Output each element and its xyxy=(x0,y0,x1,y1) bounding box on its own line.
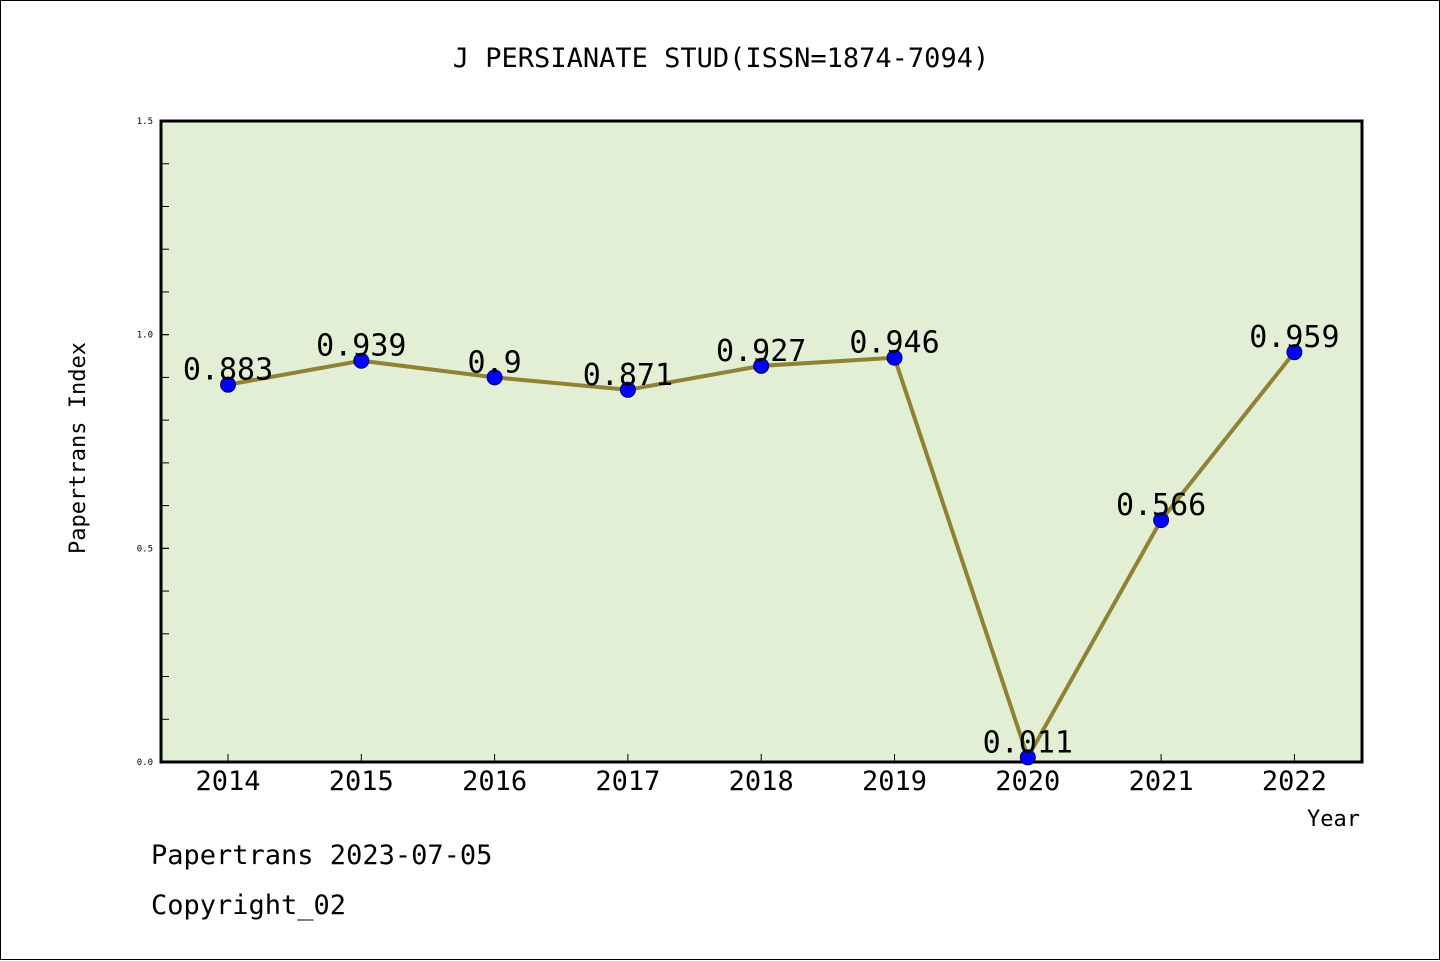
data-point xyxy=(886,349,903,366)
data-label: 0.946 xyxy=(849,326,939,361)
x-tick-label: 2022 xyxy=(1262,766,1327,797)
data-point xyxy=(1286,344,1303,361)
y-tick-label: 0.5 xyxy=(137,544,153,554)
data-point xyxy=(353,352,370,369)
x-tick-label: 2014 xyxy=(195,766,260,797)
chart-title: J PERSIANATE STUD(ISSN=1874-7094) xyxy=(453,43,989,74)
data-label: 0.566 xyxy=(1116,488,1206,523)
x-tick-label: 2017 xyxy=(595,766,660,797)
data-point xyxy=(1153,512,1170,529)
y-axis-ticks: 0.0 0.5 1.0 1.5 xyxy=(137,117,169,768)
data-label: 0.883 xyxy=(183,353,273,388)
data-point xyxy=(619,381,636,398)
data-label: 0.927 xyxy=(716,334,806,369)
x-tick-label: 2018 xyxy=(729,766,794,797)
plot-area xyxy=(159,119,1364,764)
x-tick-label: 2020 xyxy=(995,766,1060,797)
x-tick-label: 2016 xyxy=(462,766,527,797)
footer-copyright: Copyright_02 xyxy=(151,890,346,921)
y-tick-label: 1.0 xyxy=(137,331,153,341)
data-label: 0.9 xyxy=(468,345,522,380)
data-label: 0.871 xyxy=(583,358,673,393)
x-axis-label: Year xyxy=(1307,807,1360,832)
footer-date: Papertrans 2023-07-05 xyxy=(151,840,492,871)
data-label: 0.011 xyxy=(983,725,1073,760)
y-tick-label: 0.0 xyxy=(137,758,153,768)
x-axis-ticks: 2014 2015 2016 2017 2018 2019 2020 2021 2022 xyxy=(195,754,1327,797)
y-axis-label: Papertrans Index xyxy=(66,342,91,554)
data-point xyxy=(486,369,503,386)
data-point xyxy=(1019,749,1036,766)
x-tick-label: 2015 xyxy=(329,766,394,797)
series-layer xyxy=(220,344,1303,766)
y-tick-label: 1.5 xyxy=(137,117,153,127)
data-point xyxy=(220,376,236,393)
data-labels-layer: 0.883 0.939 0.9 0.871 0.927 0.946 0.011 0.566 0.… xyxy=(183,320,1340,760)
data-label: 0.959 xyxy=(1249,320,1339,355)
x-tick-label: 2019 xyxy=(862,766,927,797)
data-point xyxy=(753,357,770,374)
x-tick-label: 2021 xyxy=(1129,766,1194,797)
data-label: 0.939 xyxy=(316,329,406,364)
